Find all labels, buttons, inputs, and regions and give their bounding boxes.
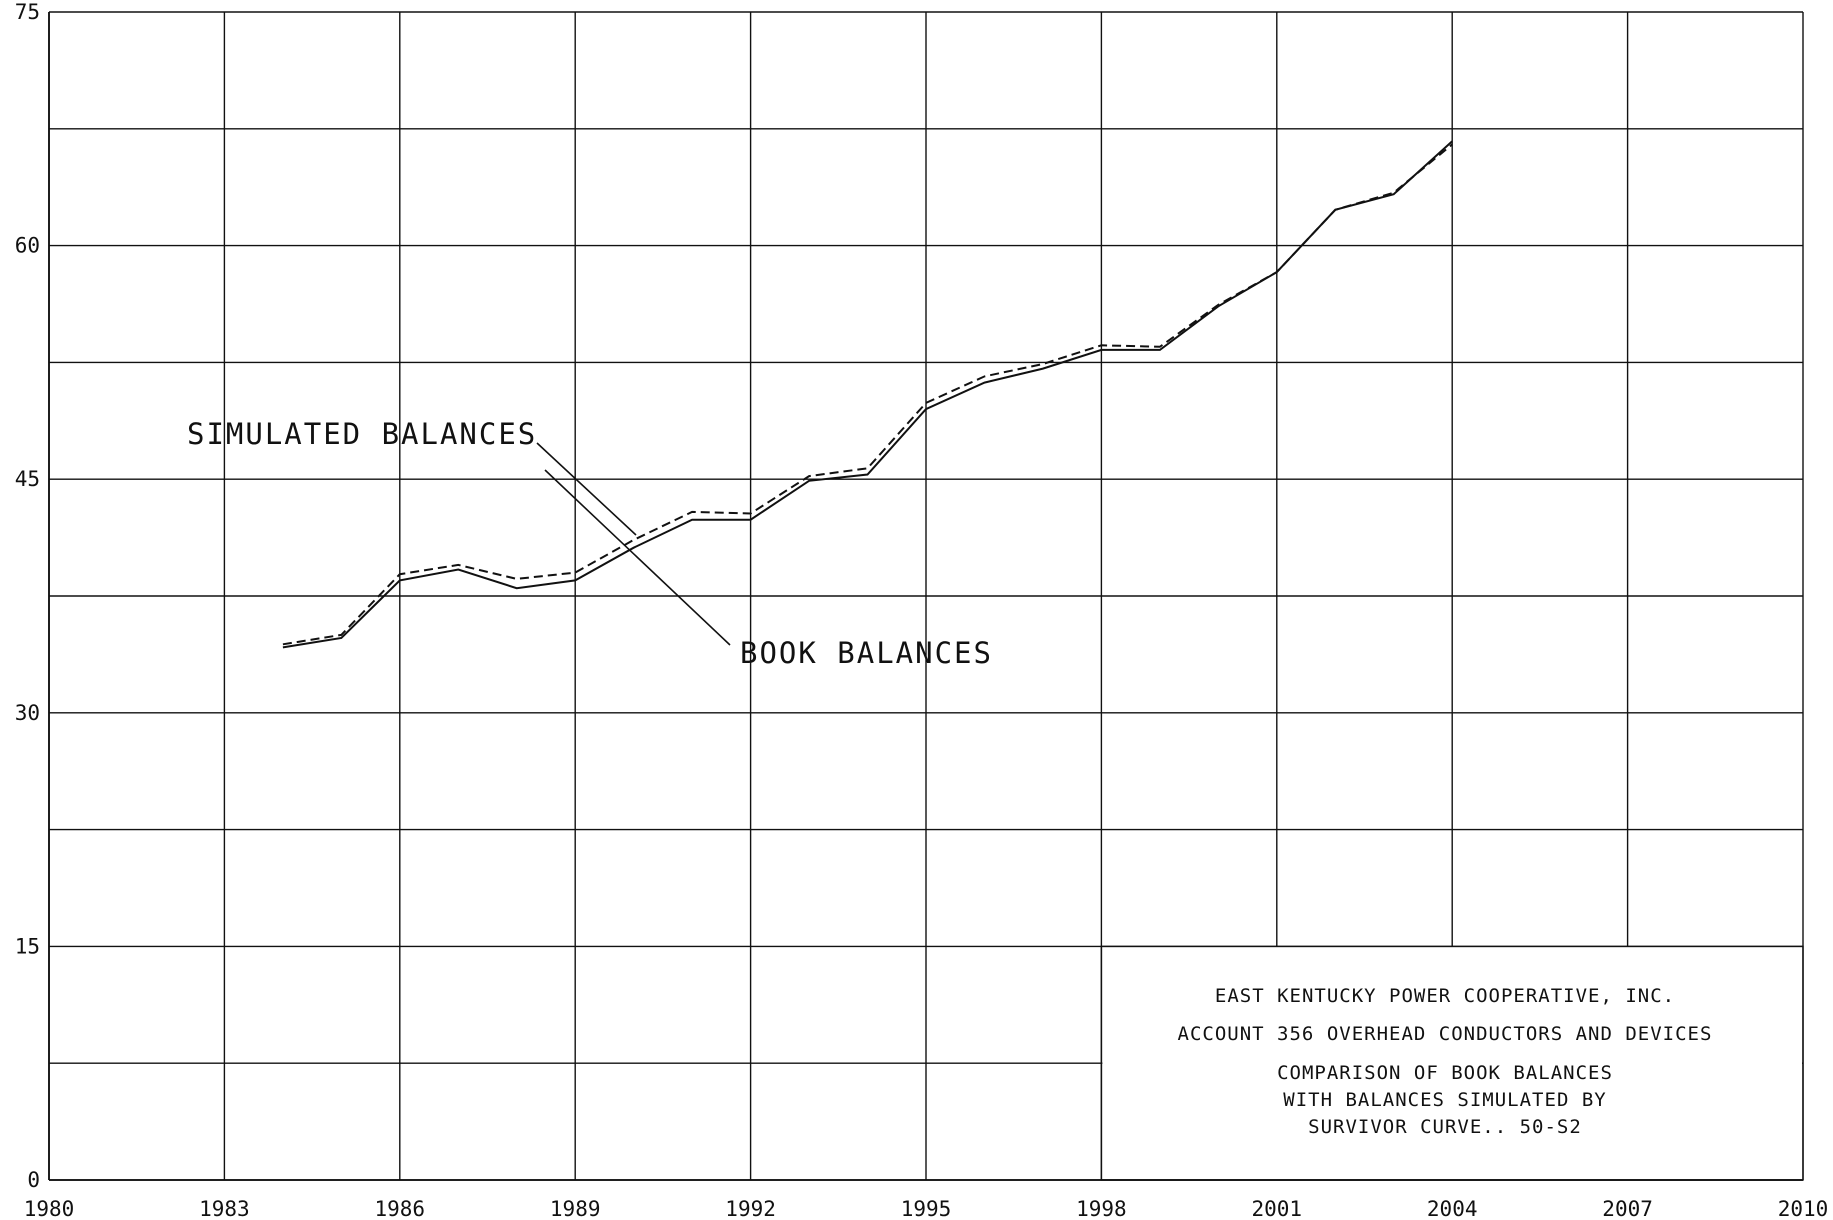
x-tick-label: 1998 [1076, 1197, 1127, 1220]
y-tick-label: 0 [27, 1168, 40, 1192]
x-tick-label: 2001 [1252, 1197, 1303, 1220]
title-block-box [1102, 947, 1802, 1179]
x-tick-label: 1995 [901, 1197, 952, 1220]
x-tick-label: 1983 [199, 1197, 250, 1220]
x-tick-label: 2004 [1427, 1197, 1478, 1220]
title-block: EAST KENTUCKY POWER COOPERATIVE, INC. AC… [1178, 985, 1713, 1138]
simulated-balances-leader [536, 442, 637, 536]
book-balances-label: BOOK BALANCES [740, 636, 993, 670]
x-axis-tick-labels: 1980 1983 1986 1989 1992 1995 1998 2001 2004 2007… [24, 1197, 1829, 1220]
simulated-balances-label: SIMULATED BALANCES [187, 417, 537, 451]
x-tick-label: 2010 [1778, 1197, 1829, 1220]
y-tick-label: 45 [15, 467, 40, 491]
title-line-simulated: WITH BALANCES SIMULATED BY [1283, 1089, 1606, 1111]
x-tick-label: 1980 [24, 1197, 75, 1220]
title-line-account: ACCOUNT 356 OVERHEAD CONDUCTORS AND DEVI… [1178, 1023, 1713, 1045]
simulated-balances-callout: SIMULATED BALANCES [187, 417, 637, 536]
x-tick-label: 1986 [375, 1197, 426, 1220]
grid-lines [48, 11, 1804, 1181]
title-line-survivor-curve: SURVIVOR CURVE.. 50-S2 [1308, 1116, 1582, 1138]
x-tick-label: 1989 [550, 1197, 601, 1220]
book-balances-line [282, 140, 1453, 649]
x-tick-label: 1992 [725, 1197, 776, 1220]
y-tick-label: 75 [15, 0, 40, 24]
y-tick-label: 30 [15, 701, 40, 725]
series-layer [282, 140, 1453, 649]
book-balances-leader [544, 469, 731, 646]
y-tick-label: 60 [15, 234, 40, 258]
x-tick-label: 2007 [1602, 1197, 1653, 1220]
title-line-comparison: COMPARISON OF BOOK BALANCES [1277, 1062, 1613, 1084]
title-line-company: EAST KENTUCKY POWER COOPERATIVE, INC. [1215, 985, 1675, 1007]
book-balances-callout: BOOK BALANCES [544, 469, 993, 670]
y-axis-tick-labels: 0 15 30 45 60 75 [15, 0, 40, 1192]
y-tick-label: 15 [15, 934, 40, 958]
